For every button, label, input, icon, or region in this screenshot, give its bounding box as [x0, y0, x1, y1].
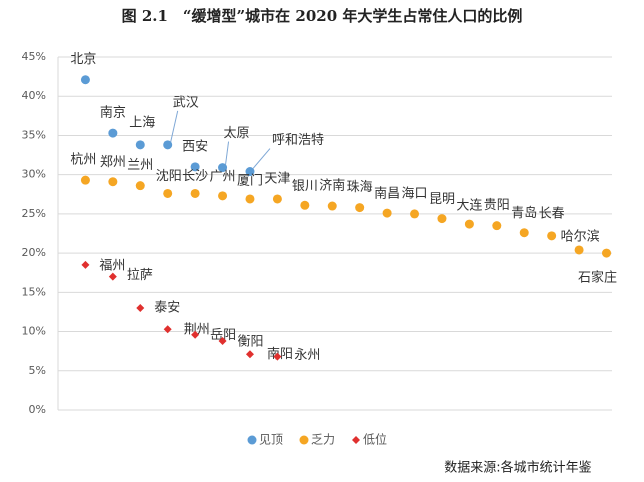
point-label: 北京	[70, 52, 96, 67]
point-label: 南昌	[374, 186, 400, 202]
y-tick-label: 0%	[29, 403, 46, 416]
point-label: 贵阳	[484, 198, 510, 213]
data-point	[410, 209, 420, 219]
legend-marker	[299, 435, 309, 445]
leader-line	[252, 148, 271, 169]
data-point	[190, 162, 200, 172]
point-label: 长春	[539, 206, 565, 221]
point-label: 呼和浩特	[272, 133, 324, 148]
data-point	[163, 188, 173, 198]
y-tick-label: 45%	[22, 50, 46, 63]
point-label: 沈阳	[156, 169, 182, 184]
data-point	[190, 188, 200, 198]
point-label: 厦门	[237, 173, 263, 188]
data-point	[218, 163, 228, 173]
point-label: 太原	[224, 126, 250, 141]
data-point	[81, 260, 90, 269]
point-label: 天津	[264, 171, 290, 186]
data-point	[218, 191, 228, 201]
data-point	[574, 245, 584, 255]
point-label: 衡阳	[238, 334, 264, 349]
legend-label: 低位	[363, 432, 387, 447]
data-point	[492, 221, 502, 231]
point-label: 拉萨	[127, 268, 153, 283]
point-label: 广州	[210, 169, 236, 184]
data-point	[80, 175, 90, 185]
data-point	[108, 177, 118, 187]
data-point	[300, 200, 310, 210]
point-label: 济南	[319, 178, 345, 194]
point-label: 银川	[292, 179, 318, 194]
y-tick-label: 15%	[22, 285, 46, 298]
point-label: 青岛	[511, 205, 537, 221]
data-point	[245, 167, 255, 177]
point-label: 南京	[100, 105, 126, 121]
data-point	[273, 352, 282, 361]
legend-label: 见顶	[259, 433, 283, 447]
point-label: 杭州	[70, 153, 96, 168]
data-point	[245, 350, 254, 359]
point-label: 永州	[294, 348, 320, 363]
data-point	[163, 140, 173, 150]
data-point	[547, 231, 557, 241]
data-point	[382, 208, 392, 218]
point-label: 武汉	[173, 95, 199, 110]
y-tick-label: 35%	[22, 128, 46, 141]
legend-label: 乏力	[311, 433, 335, 447]
legend-marker	[352, 436, 360, 444]
point-label: 郑州	[100, 155, 126, 170]
data-point	[272, 194, 282, 204]
point-label: 石家庄	[578, 270, 617, 286]
data-point	[355, 203, 365, 213]
data-point	[245, 194, 255, 204]
data-point	[218, 336, 227, 345]
chart-title: 图 2.1 “缓增型”城市在 2020 年大学生占常住人口的比例	[122, 7, 523, 25]
point-label: 南阳	[267, 346, 293, 362]
point-label: 昆明	[429, 192, 455, 207]
point-label: 珠海	[347, 180, 373, 195]
data-point	[437, 214, 447, 224]
data-point	[464, 219, 474, 229]
legend-marker	[247, 435, 257, 445]
data-point	[519, 228, 529, 238]
data-point	[136, 304, 145, 313]
data-point	[135, 140, 145, 150]
point-label: 哈尔滨	[561, 228, 600, 244]
source-note: 数据来源:各城市统计年鉴	[444, 460, 591, 476]
leader-line	[225, 141, 230, 165]
point-label: 海口	[402, 186, 428, 201]
y-tick-label: 25%	[22, 207, 46, 220]
point-label: 泰安	[154, 301, 180, 316]
y-tick-label: 30%	[22, 168, 46, 181]
leader-line	[170, 110, 179, 142]
data-point	[602, 248, 612, 258]
point-label: 上海	[129, 115, 155, 130]
y-tick-label: 5%	[29, 364, 46, 377]
y-tick-label: 20%	[22, 246, 46, 259]
y-tick-label: 10%	[22, 325, 46, 338]
point-label: 荆州	[184, 322, 210, 338]
point-label: 长沙	[182, 169, 208, 184]
data-point	[135, 181, 145, 191]
point-label: 兰州	[127, 158, 153, 173]
data-point	[327, 201, 337, 211]
data-point	[108, 272, 117, 281]
point-label: 大连	[456, 198, 482, 214]
point-label: 岳阳	[210, 328, 236, 343]
point-label: 西安	[182, 139, 208, 154]
data-point	[191, 330, 200, 339]
y-tick-label: 40%	[22, 89, 46, 102]
data-point	[80, 75, 90, 85]
data-point	[163, 325, 172, 334]
point-label: 福州	[99, 258, 125, 273]
data-point	[108, 128, 118, 138]
